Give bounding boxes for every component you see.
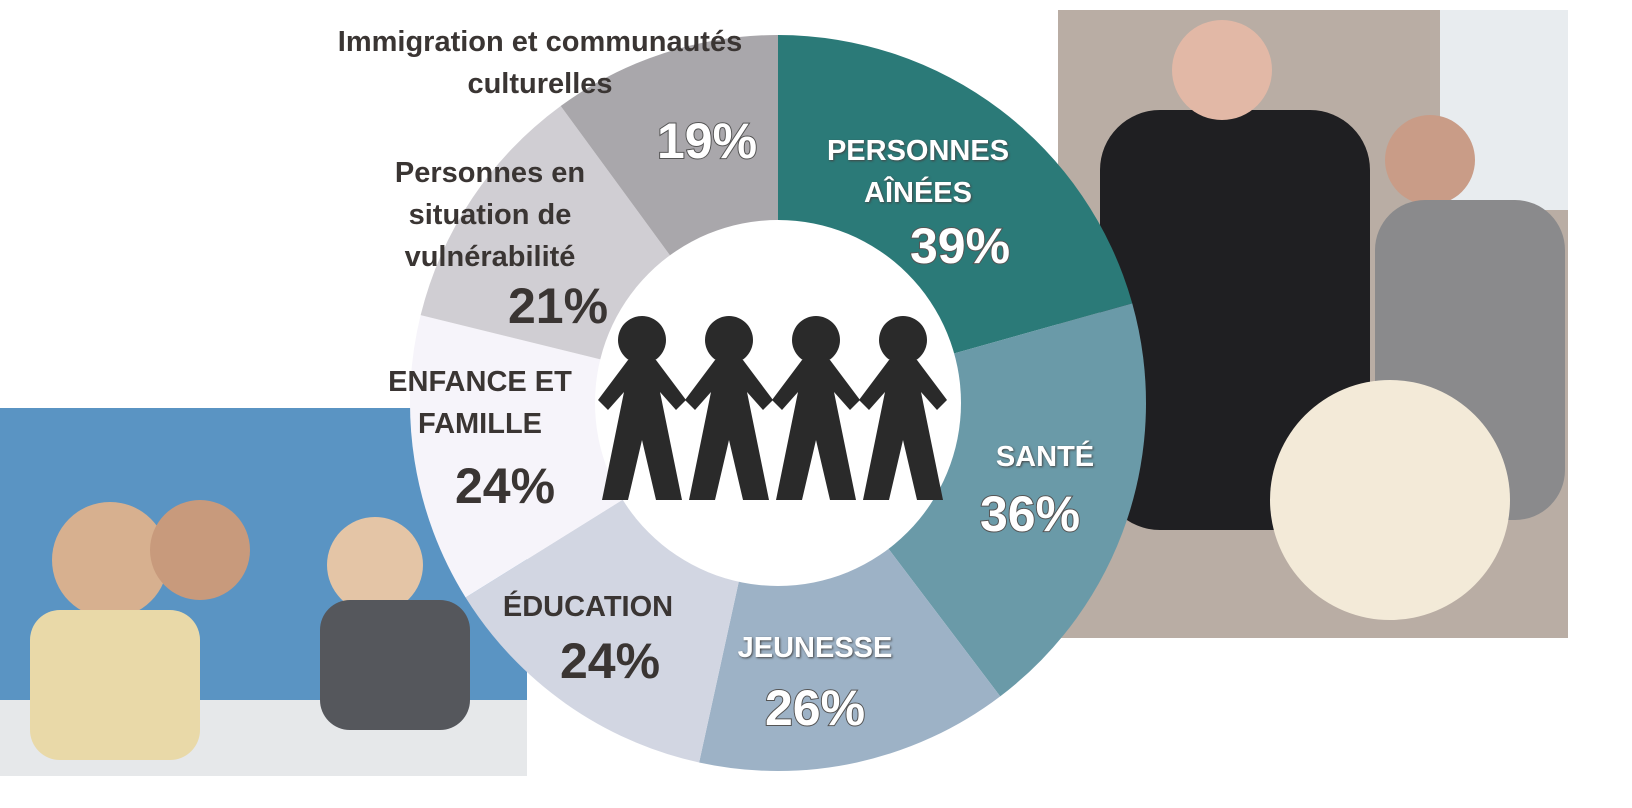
category-label: ÉDUCATION [458,586,718,628]
value-label: 24% [560,633,660,689]
value-label: 21% [508,278,608,334]
value-label: 24% [455,458,555,514]
value-label: 26% [765,680,865,736]
category-label: ENFANCE ET FAMILLE [370,361,590,445]
category-label: Immigration et communautés culturelles [320,21,760,105]
category-label: Personnes en situation de vulnérabilité [360,152,620,278]
category-label: JEUNESSE [695,627,935,669]
value-label: 19% [657,113,757,169]
infographic: 39% 36% 26% 24% 24% 21% 19% PERSONNES AÎNÉES SA… [0,0,1632,808]
value-label: 36% [980,486,1080,542]
value-label: 39% [910,218,1010,274]
category-label: PERSONNES AÎNÉES [788,130,1048,214]
chart: 39% 36% 26% 24% 24% 21% 19% [0,0,1632,808]
category-label: SANTÉ [945,436,1145,478]
